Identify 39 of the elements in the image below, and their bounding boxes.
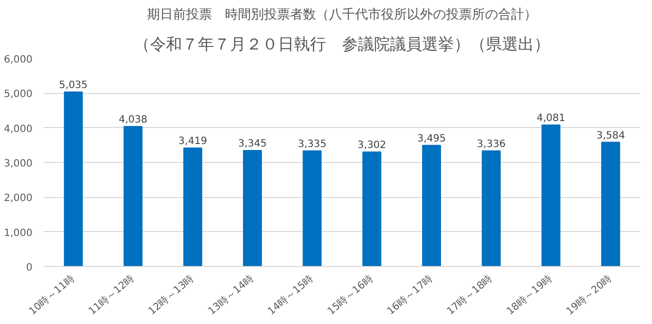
bar xyxy=(422,144,442,266)
chart-title: 期日前投票 時間別投票者数（八千代市役所以外の投票所の合計） xyxy=(147,8,537,22)
x-tick-label: 15時～16時 xyxy=(325,272,376,318)
bar xyxy=(242,150,262,266)
y-tick-label: 5,000 xyxy=(4,89,33,100)
data-label: 3,495 xyxy=(417,133,446,144)
data-label: 3,419 xyxy=(178,136,208,147)
bar xyxy=(601,142,620,266)
bar xyxy=(64,91,83,266)
y-tick-label: 2,000 xyxy=(4,193,33,204)
x-tick-label: 18時～19時 xyxy=(504,272,554,318)
x-tick-label: 11時～12時 xyxy=(86,272,137,318)
bar xyxy=(482,150,501,266)
y-tick-label: 1,000 xyxy=(4,228,33,239)
y-tick-label: 4,000 xyxy=(4,124,33,135)
y-tick-label: 3,000 xyxy=(4,158,33,170)
data-label: 3,584 xyxy=(596,130,625,142)
data-label: 3,336 xyxy=(476,138,506,150)
data-label: 4,038 xyxy=(118,114,148,126)
x-tick-label: 14時～15時 xyxy=(265,272,316,318)
y-tick-label: 6,000 xyxy=(4,54,33,66)
y-tick-label: 0 xyxy=(26,262,33,274)
bar xyxy=(362,152,382,266)
data-label: 3,302 xyxy=(358,140,386,152)
bar xyxy=(183,147,202,266)
bar xyxy=(541,124,560,266)
x-tick-label: 10時～11時 xyxy=(26,272,77,318)
data-label: 3,335 xyxy=(298,138,326,150)
data-label: 5,035 xyxy=(59,80,88,91)
bar xyxy=(124,126,143,266)
data-label: 4,081 xyxy=(536,113,566,124)
x-tick-label: 17時～18時 xyxy=(444,272,495,318)
data-label: 3,345 xyxy=(238,138,267,150)
x-tick-label: 13時～14時 xyxy=(206,272,256,318)
x-tick-label: 12時～13時 xyxy=(146,272,196,318)
x-tick-label: 16時～17時 xyxy=(384,272,436,318)
chart-subtitle: （令和７年７月２０日執行 参議院議員選挙）（県選出） xyxy=(134,34,550,54)
x-tick-label: 19時～20時 xyxy=(564,272,614,318)
bar xyxy=(302,150,322,266)
